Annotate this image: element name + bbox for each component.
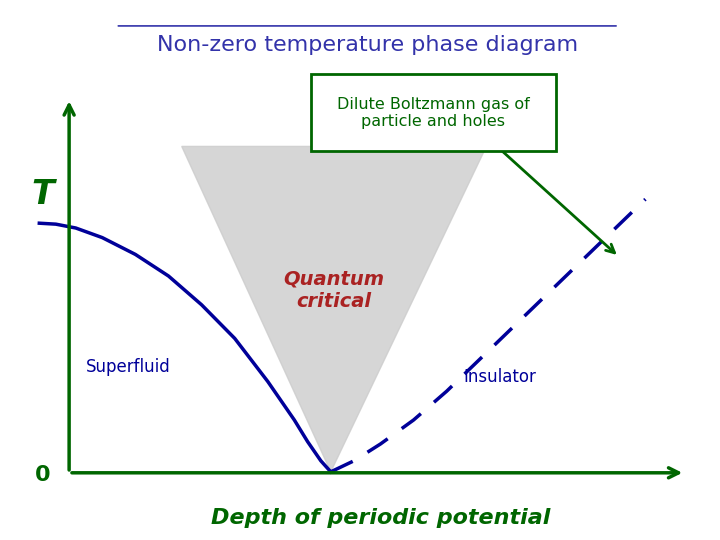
- Title: Non-zero temperature phase diagram: Non-zero temperature phase diagram: [157, 35, 577, 55]
- FancyBboxPatch shape: [311, 75, 556, 151]
- Text: 0: 0: [35, 465, 50, 485]
- Polygon shape: [181, 146, 487, 472]
- Text: Dilute Boltzmann gas of
particle and holes: Dilute Boltzmann gas of particle and hol…: [337, 97, 530, 129]
- Text: Quantum
critical: Quantum critical: [284, 270, 384, 311]
- Text: Insulator: Insulator: [463, 368, 536, 386]
- Text: Superfluid: Superfluid: [86, 358, 171, 376]
- Text: T: T: [31, 178, 54, 211]
- Text: Depth of periodic potential: Depth of periodic potential: [211, 508, 550, 529]
